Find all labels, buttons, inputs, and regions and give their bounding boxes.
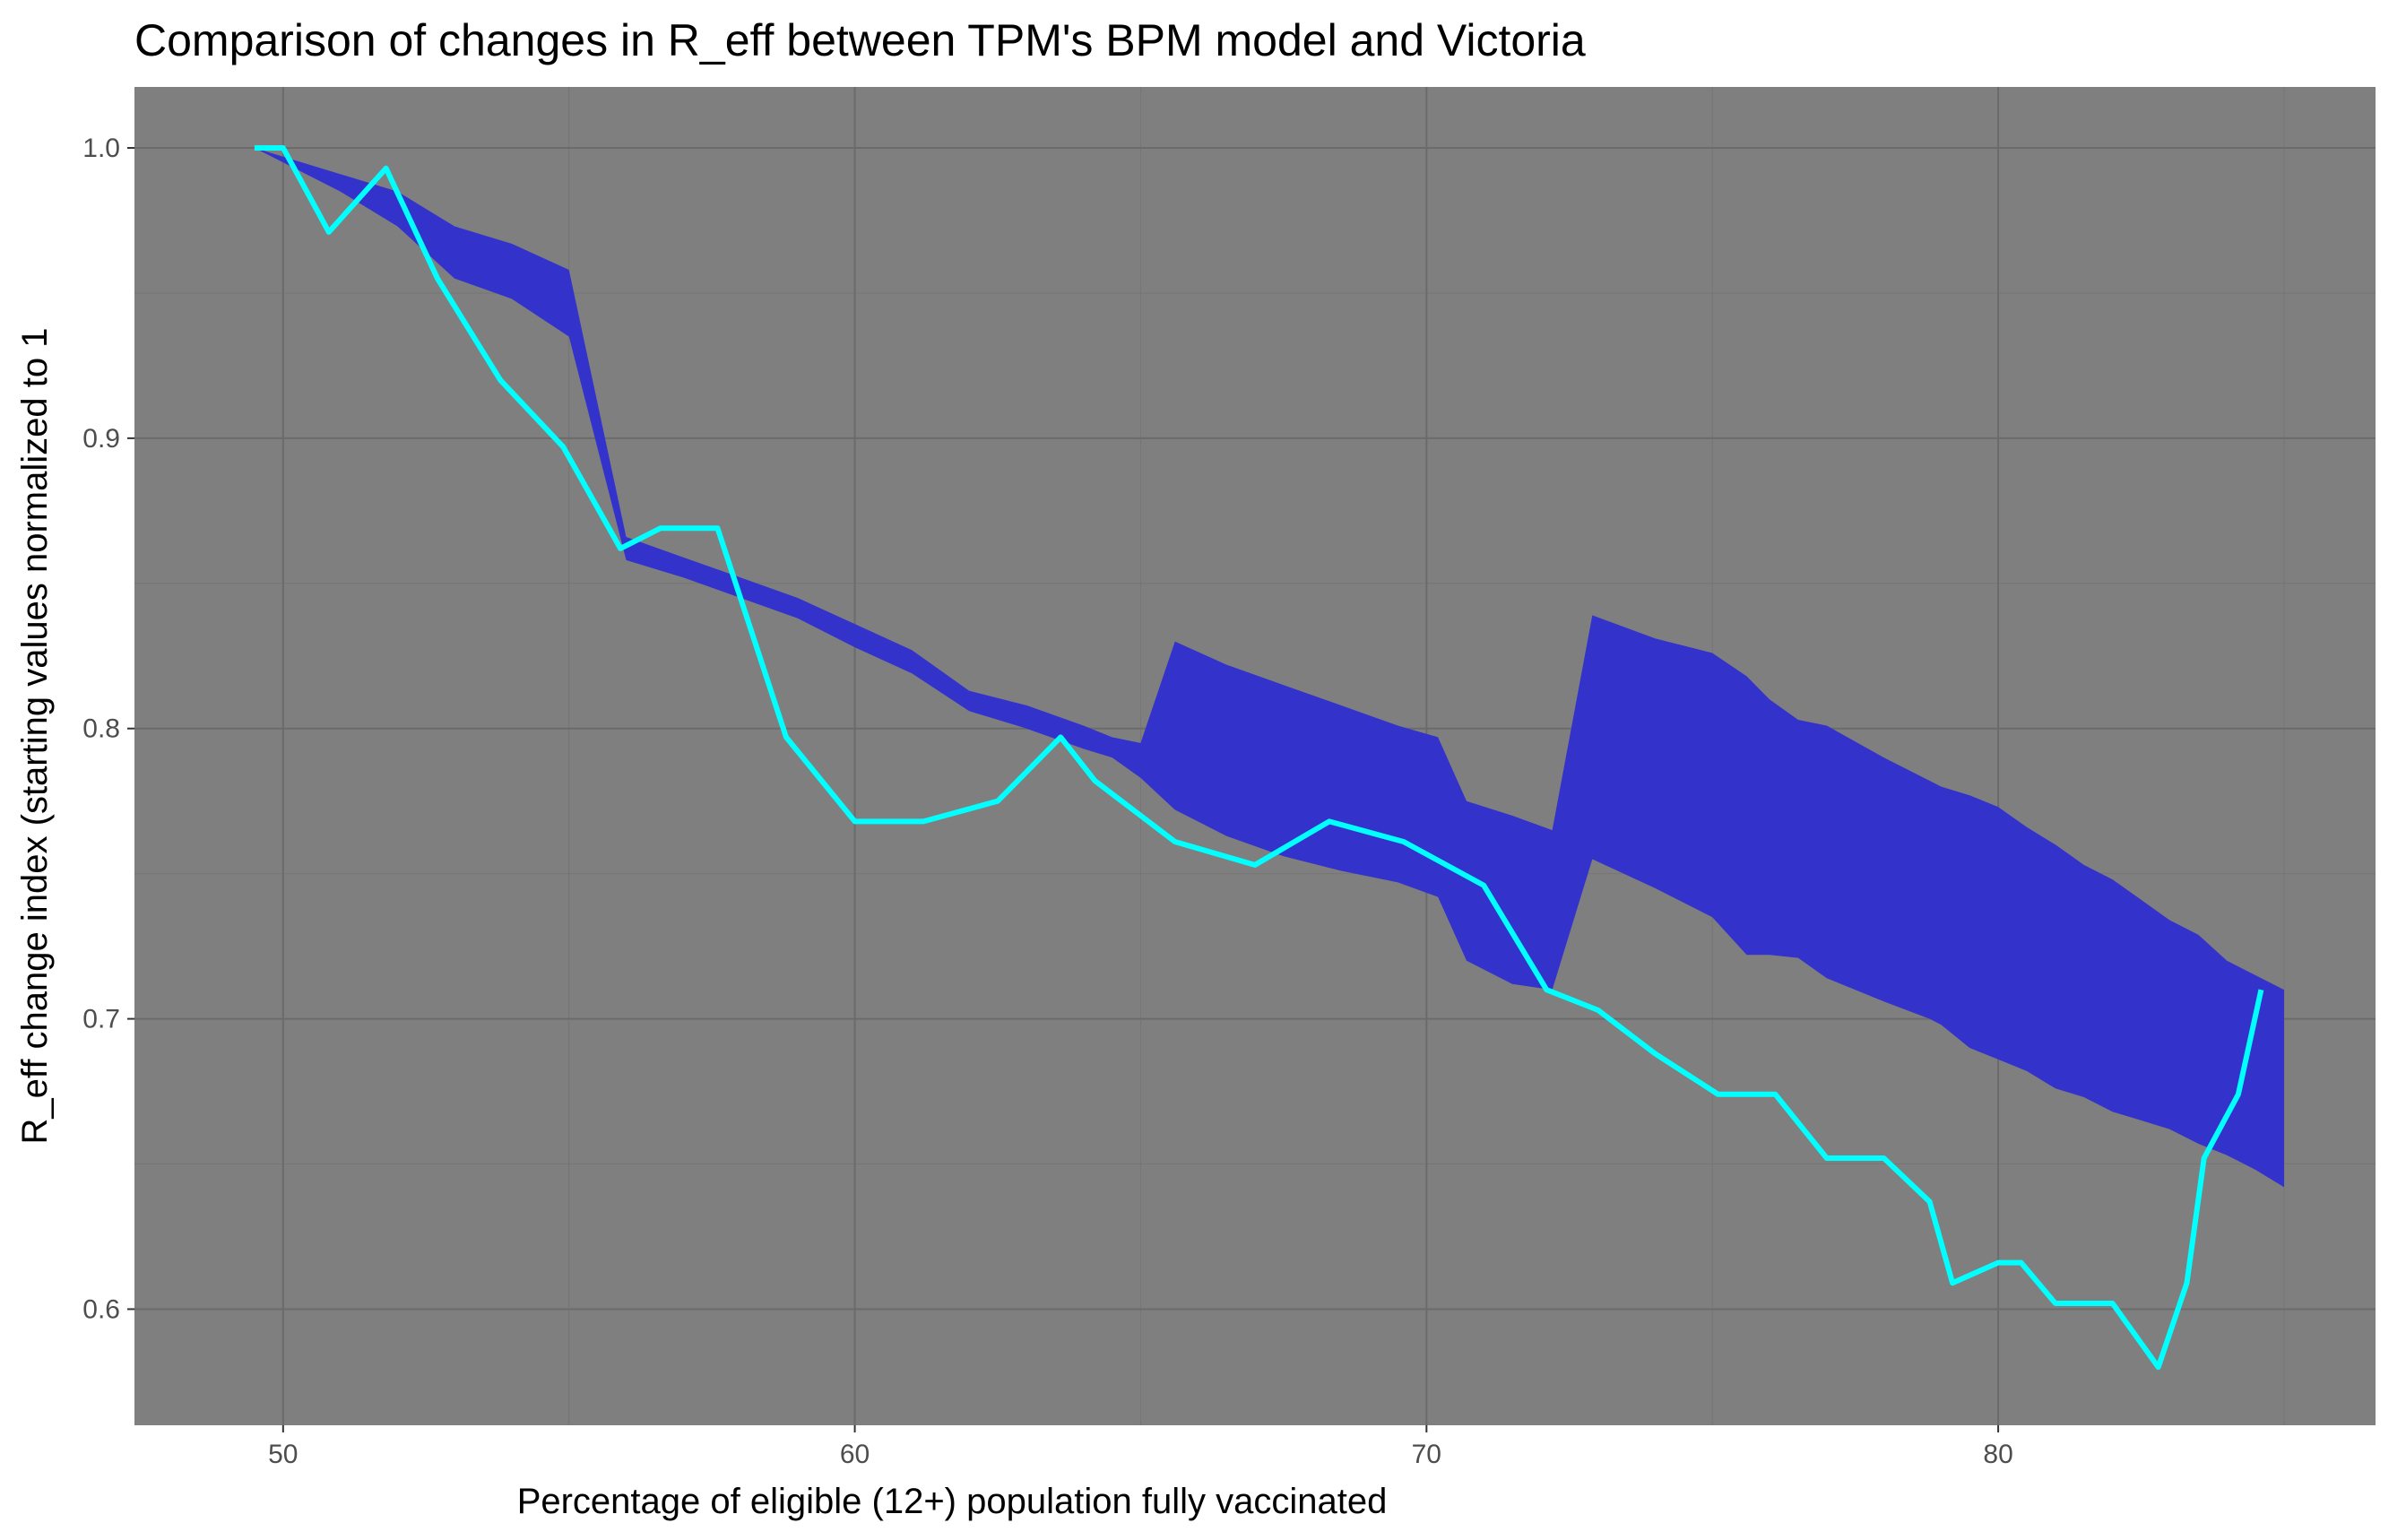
x-axis-title: Percentage of eligible (12+) population …	[517, 1482, 1388, 1521]
y-tick-label: 0.9	[82, 424, 120, 454]
model-band-area	[254, 148, 2285, 1188]
x-tick-label: 50	[268, 1440, 298, 1469]
y-tick-label: 0.6	[82, 1294, 120, 1324]
y-axis-ticks: 0.6 0.7 0.8 0.9 1.0	[82, 134, 134, 1324]
chart-title: Comparison of changes in R_eff between T…	[134, 15, 1586, 65]
y-tick-label: 0.8	[82, 714, 120, 744]
series-layer	[254, 145, 2285, 1371]
y-axis-title: R_eff change index (starting values norm…	[15, 328, 55, 1145]
x-tick-label: 80	[1983, 1440, 2012, 1469]
x-tick-label: 60	[840, 1440, 870, 1469]
y-tick-label: 0.7	[82, 1005, 120, 1034]
victoria-line	[254, 145, 2264, 1371]
x-axis-ticks: 50 60 70 80	[268, 1425, 2013, 1469]
x-tick-label: 70	[1412, 1440, 1441, 1469]
y-tick-label: 1.0	[82, 134, 120, 163]
